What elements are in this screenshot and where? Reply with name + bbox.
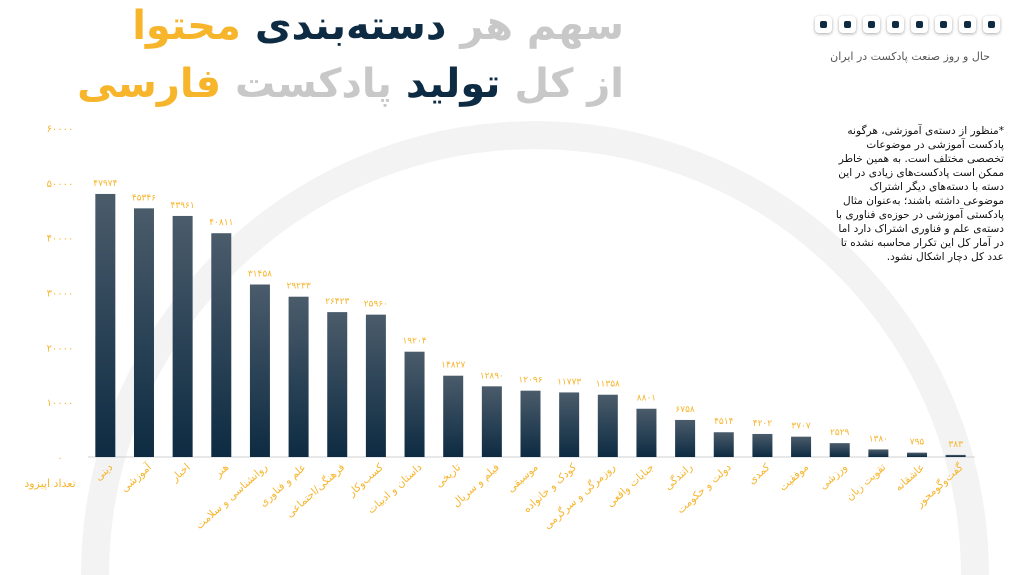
title-word: از کل xyxy=(514,61,624,107)
title-word: دسته‌بندی xyxy=(254,3,447,49)
y-tick-label: ۵۰۰۰۰ xyxy=(47,179,74,190)
y-tick-label: ۲۰۰۰۰ xyxy=(47,343,74,354)
bar xyxy=(752,433,773,457)
bar xyxy=(907,452,928,457)
value-label: ۲۶۴۲۳ xyxy=(325,297,349,307)
value-label: ۱۱۳۵۸ xyxy=(596,380,620,390)
x-tick-label: عاشقانه xyxy=(893,461,927,494)
value-label: ۲۵۲۹ xyxy=(830,428,850,438)
social-icon[interactable] xyxy=(959,16,976,33)
title-line: سهم هر دسته‌بندی محتوا xyxy=(132,6,624,46)
social-icon[interactable] xyxy=(887,16,904,33)
bar xyxy=(945,454,966,457)
y-axis-label: تعداد اپیزود xyxy=(24,477,75,490)
y-tick-label: ۴۰۰۰۰ xyxy=(47,234,74,245)
title-word: محتوا xyxy=(132,3,241,49)
x-tick-label: تقویت زبان xyxy=(844,461,889,503)
y-tick-label: ۳۰۰۰۰ xyxy=(47,289,74,300)
value-label: ۳۱۴۵۸ xyxy=(248,270,272,280)
value-label: ۲۹۲۳۳ xyxy=(287,282,311,292)
subtitle: حال و روز صنعت پادکست در ایران xyxy=(830,50,990,63)
y-tick-label: ۶۰۰۰۰ xyxy=(47,124,74,135)
bar xyxy=(791,436,812,457)
social-icon[interactable] xyxy=(911,16,928,33)
social-icon[interactable] xyxy=(815,16,832,33)
x-tick-label: موسیقی xyxy=(505,461,541,495)
x-tick-label: رانندگی xyxy=(662,461,695,493)
social-icon[interactable] xyxy=(863,16,880,33)
y-tick-label: ۱۰۰۰۰ xyxy=(47,398,74,409)
value-label: ۶۷۵۸ xyxy=(675,405,695,415)
value-label: ۱۴۸۲۷ xyxy=(441,361,465,371)
value-label: ۱۱۷۷۳ xyxy=(557,377,581,387)
bar xyxy=(95,193,116,457)
value-label: ۷۹۵ xyxy=(910,438,925,448)
bar xyxy=(443,375,464,457)
social-icon[interactable] xyxy=(983,16,1000,33)
value-label: ۱۳۸۰ xyxy=(869,434,888,444)
x-tick-label: روانشناسی و سلامت xyxy=(194,461,270,531)
value-label: ۴۷۹۷۴ xyxy=(93,179,117,189)
x-tick-label: هنر xyxy=(212,461,232,480)
bar xyxy=(597,394,618,457)
bar xyxy=(327,312,348,457)
value-label: ۸۸۰۱ xyxy=(637,394,656,404)
bar xyxy=(365,314,386,457)
bar xyxy=(520,390,541,457)
bar xyxy=(675,419,696,457)
bar xyxy=(133,208,154,457)
x-tick-label: موفقیت xyxy=(777,461,811,493)
x-tick-label: کمدی xyxy=(746,461,772,487)
value-label: ۱۲۰۹۶ xyxy=(518,376,542,386)
value-label: ۱۲۸۹۰ xyxy=(480,371,504,381)
social-icons xyxy=(815,16,1000,33)
value-label: ۳۸۳ xyxy=(948,440,963,450)
bar xyxy=(288,296,309,457)
bar xyxy=(481,386,502,457)
bar xyxy=(868,449,889,457)
value-label: ۱۹۲۰۴ xyxy=(402,337,426,347)
value-label: ۳۷۰۷ xyxy=(791,422,811,432)
value-label: ۴۳۹۶۱ xyxy=(171,201,195,211)
value-label: ۴۰۸۱۱ xyxy=(209,218,233,228)
bar xyxy=(713,432,734,457)
bar xyxy=(249,284,270,457)
bar xyxy=(404,351,425,457)
value-label: ۴۲۰۲ xyxy=(753,419,773,429)
value-label: ۴۵۳۴۶ xyxy=(132,193,156,203)
bar xyxy=(211,233,232,457)
social-icon[interactable] xyxy=(839,16,856,33)
bar xyxy=(829,443,850,457)
title-word: سهم هر xyxy=(460,3,624,49)
title-word: تولید xyxy=(405,61,501,107)
x-tick-label: ورزشی xyxy=(817,461,849,492)
title-line: از کل تولید پادکست فارسی xyxy=(77,64,624,104)
x-tick-label: تاریخی xyxy=(433,461,463,490)
bar xyxy=(172,215,193,457)
title-word: پادکست xyxy=(235,61,392,107)
value-label: ۲۵۹۶۰ xyxy=(364,300,388,310)
note: *منظور از دسته‌ی آموزشی، هرگونه پادکست آ… xyxy=(835,125,1004,263)
y-tick-label: ۰ xyxy=(57,453,62,464)
title-word: فارسی xyxy=(77,61,222,107)
bar xyxy=(559,392,580,457)
value-label: ۴۵۱۴ xyxy=(714,417,734,427)
x-tick-label: روزمرگی و سرگرمی xyxy=(541,461,618,532)
x-tick-label: آموزشی xyxy=(118,460,155,495)
x-tick-label: اخبار xyxy=(168,461,192,485)
social-icon[interactable] xyxy=(935,16,952,33)
bar xyxy=(636,408,657,457)
